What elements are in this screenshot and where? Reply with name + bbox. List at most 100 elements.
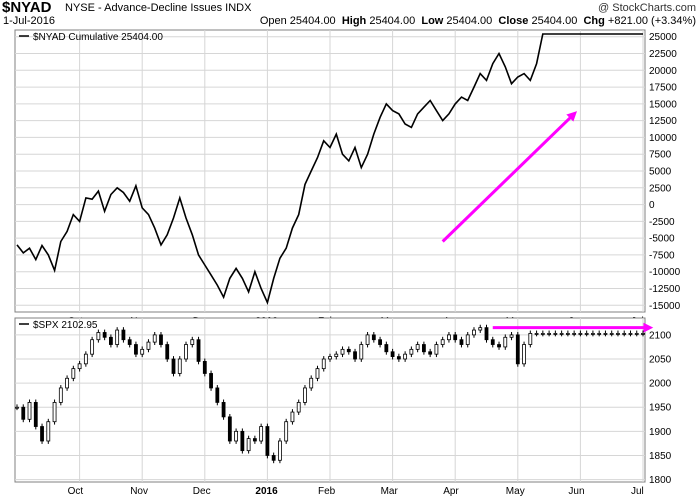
ohlc-body bbox=[509, 334, 514, 338]
ohlc-body bbox=[565, 333, 570, 335]
ohlc-body bbox=[334, 353, 339, 357]
ohlc-body bbox=[209, 373, 213, 389]
y-tick-label: 1900 bbox=[649, 427, 672, 438]
y-tick-label: 0 bbox=[649, 200, 655, 211]
ohlc-body bbox=[284, 421, 289, 442]
ohlc-body bbox=[227, 416, 232, 442]
x-tick-label: Jul bbox=[631, 486, 644, 497]
ohlc-body bbox=[353, 351, 357, 360]
close-label: Close bbox=[498, 15, 529, 27]
ohlc-body bbox=[303, 387, 307, 403]
ohlc-body bbox=[415, 344, 420, 350]
high-value: 25404.00 bbox=[369, 15, 416, 27]
ohlc-body bbox=[33, 402, 38, 427]
x-tick-label: Feb bbox=[318, 486, 336, 497]
ohlc-body bbox=[58, 387, 63, 403]
ohlc-body bbox=[371, 334, 376, 341]
ohlc-body bbox=[215, 387, 220, 403]
ohlc-body bbox=[265, 426, 270, 456]
y-tick-label: 2500 bbox=[649, 183, 672, 194]
y-tick-label: -7500 bbox=[649, 250, 675, 261]
y-tick-label: 7500 bbox=[649, 150, 672, 161]
ohlc-body bbox=[102, 332, 107, 338]
ohlc-body bbox=[465, 334, 470, 345]
ohlc-body bbox=[609, 333, 614, 335]
watermark: @ StockCharts.com bbox=[598, 2, 696, 14]
ohlc-body bbox=[52, 402, 57, 423]
ohlc-body bbox=[528, 333, 533, 345]
y-tick-label: 15000 bbox=[649, 99, 677, 110]
y-tick-label: 5000 bbox=[649, 167, 672, 178]
ohlc-body bbox=[152, 334, 157, 343]
ohlc-body bbox=[616, 333, 620, 335]
ohlc-body bbox=[622, 333, 627, 335]
ohlc-body bbox=[328, 356, 332, 360]
ohlc-body bbox=[421, 344, 426, 353]
y-tick-label: 22500 bbox=[649, 49, 677, 60]
high-label: High bbox=[341, 15, 367, 27]
ohlc-body bbox=[641, 333, 645, 335]
y-tick-label: -12500 bbox=[649, 284, 681, 295]
y-tick-label: 1850 bbox=[649, 451, 672, 462]
ohlc-body bbox=[259, 426, 264, 442]
y-tick-label: 12500 bbox=[649, 116, 677, 127]
ohlc-body bbox=[90, 339, 95, 355]
y-tick-label: -5000 bbox=[649, 234, 675, 245]
ohlc-body bbox=[15, 406, 19, 409]
x-tick-label: Dec bbox=[193, 486, 211, 497]
ohlc-body bbox=[540, 333, 545, 335]
spx-panel: 1800 1850 1900 1950 2000 2050 2100 Oct Nov Dec 201… bbox=[14, 317, 672, 497]
ohlc-body bbox=[278, 440, 282, 461]
y-tick-label: 1800 bbox=[649, 475, 672, 486]
ohlc-body bbox=[559, 333, 564, 335]
y-tick-label: 2100 bbox=[649, 330, 672, 341]
ohlc-body bbox=[453, 334, 458, 341]
ohlc-body bbox=[515, 334, 520, 365]
y-tick-label: -10000 bbox=[649, 267, 681, 278]
open-label: Open bbox=[259, 15, 287, 27]
ohlc-row: 1-Jul-2016 Open 25404.00 High 25404.00 L… bbox=[0, 14, 700, 28]
ohlc-body bbox=[127, 339, 132, 345]
ohlc-body bbox=[177, 358, 182, 374]
ohlc-body bbox=[65, 377, 69, 389]
ohlc-body bbox=[359, 344, 364, 360]
ohlc-body bbox=[309, 377, 314, 389]
close-value: 25404.00 bbox=[531, 15, 578, 27]
ohlc-body bbox=[447, 334, 451, 341]
ohlc-body bbox=[340, 348, 345, 355]
ohlc-body bbox=[503, 336, 508, 348]
ohlc-body bbox=[290, 411, 295, 423]
ohlc-body bbox=[109, 336, 113, 345]
y-tick-label: -2500 bbox=[649, 217, 675, 228]
ohlc-body bbox=[190, 339, 195, 345]
ohlc-body bbox=[547, 333, 551, 335]
x-tick-label: 2016 bbox=[255, 486, 278, 497]
x-tick-label: Jun bbox=[568, 486, 584, 497]
legend-label: $SPX 2102.95 bbox=[33, 320, 98, 331]
ohlc-body bbox=[584, 333, 589, 335]
y-tick-label: 1950 bbox=[649, 403, 672, 414]
trend-arrow bbox=[441, 111, 578, 243]
ohlc-body bbox=[365, 334, 370, 345]
ohlc-body bbox=[553, 333, 558, 335]
ohlc-body bbox=[578, 333, 583, 335]
ohlc-body bbox=[165, 344, 170, 360]
ohlc-body bbox=[409, 348, 414, 355]
ohlc-body bbox=[159, 334, 163, 345]
ohlc-body bbox=[146, 341, 151, 350]
ohlc-body bbox=[115, 329, 120, 345]
ohlc-body bbox=[378, 339, 382, 345]
ohlc-body bbox=[46, 421, 51, 442]
ohlc-body bbox=[134, 344, 138, 355]
ohlc-body bbox=[484, 327, 489, 341]
ohlc-body bbox=[321, 358, 326, 370]
ohlc-body bbox=[428, 351, 433, 355]
ohlc-body bbox=[384, 344, 389, 353]
quote-date: 1-Jul-2016 bbox=[3, 15, 55, 27]
ohlc-values: Open 25404.00 High 25404.00 Low 25404.00… bbox=[260, 15, 696, 27]
low-label: Low bbox=[421, 15, 444, 27]
y-tick-label: 20000 bbox=[649, 66, 677, 77]
ohlc-body bbox=[478, 327, 483, 331]
legend-label: $NYAD Cumulative 25404.00 bbox=[33, 32, 163, 43]
